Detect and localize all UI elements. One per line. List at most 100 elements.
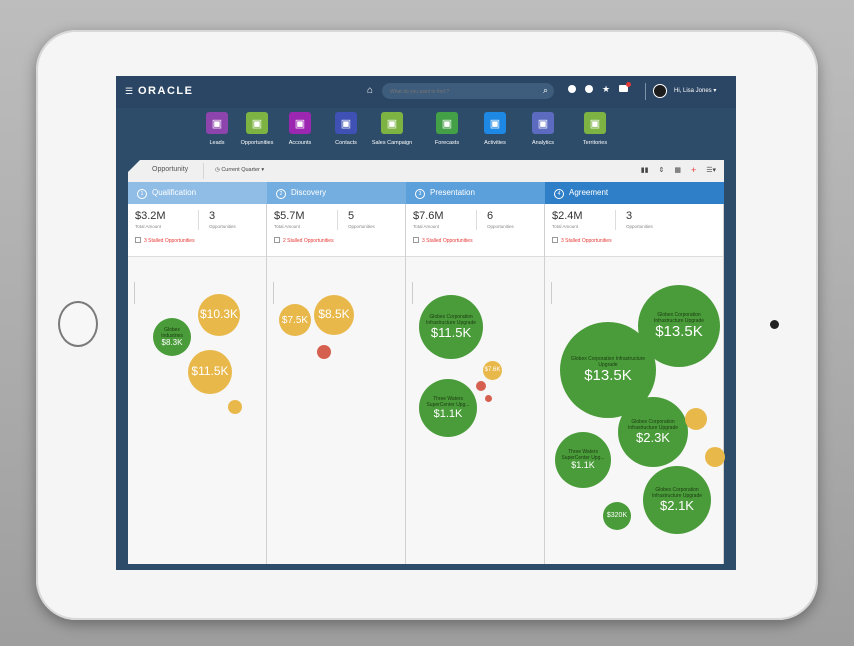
- avatar[interactable]: [653, 84, 667, 98]
- pipeline-board: 1 Qualification $3.2M Total Amount 3 Opportun…: [128, 182, 725, 564]
- opportunity-bubble[interactable]: $11.5K: [188, 350, 232, 394]
- opportunity-bubble[interactable]: [476, 381, 486, 391]
- stage-column-discovery: $5.7M Total Amount 5 Opportunities 2 Stalled…: [267, 204, 406, 564]
- summary-divider: [198, 210, 199, 230]
- opportunity-value: $11.5K: [430, 324, 472, 340]
- opportunities-icon: ▣: [246, 112, 268, 134]
- stalled-opportunities-link[interactable]: 2 Stalled Opportunities: [274, 237, 334, 244]
- opportunity-bubble[interactable]: Globex Corporation Infrastructure Upgrad…: [618, 397, 688, 467]
- chart-view-icon[interactable]: ▮▮: [640, 167, 649, 174]
- nav-label: Accounts: [288, 140, 312, 146]
- nav-label: Activities: [484, 140, 506, 146]
- favorites-star-icon[interactable]: ★: [602, 84, 611, 94]
- nav-item-forecasts[interactable]: ▣ Forecasts: [419, 112, 475, 146]
- search-input[interactable]: [388, 85, 532, 99]
- opportunity-name: Globex Industries: [161, 326, 183, 339]
- notifications-icon[interactable]: [619, 82, 632, 92]
- opportunity-bubble[interactable]: [228, 400, 242, 414]
- nav-item-activities[interactable]: ▣ Activities: [467, 112, 523, 146]
- opportunity-count-label: Opportunities: [487, 224, 514, 229]
- springboard-nav: ▣ Leads ▣ Opportunities ▣ Accounts ▣ Contacts ▣ S…: [116, 108, 736, 165]
- opportunity-name: Globex Corporation Infrastructure Upgrad…: [627, 418, 679, 431]
- stage-column-qualification: $3.2M Total Amount 3 Opportunities 3 Stalled…: [128, 204, 267, 564]
- home-icon[interactable]: ⌂: [367, 85, 374, 96]
- total-amount: $3.2M: [135, 210, 166, 222]
- period-selector[interactable]: ◷ Current Quarter ▾: [215, 167, 265, 173]
- opportunity-bubble[interactable]: [685, 408, 707, 430]
- period-label: Current Quarter: [221, 167, 260, 173]
- stage-number-icon: 2: [276, 189, 286, 199]
- nav-item-analytics[interactable]: ▣ Analytics: [515, 112, 571, 146]
- stalled-opportunities-link[interactable]: 3 Stalled Opportunities: [552, 237, 612, 244]
- opportunity-value: $13.5K: [584, 366, 632, 384]
- opportunity-bubble[interactable]: $320K: [603, 502, 631, 530]
- opportunity-bubble[interactable]: Three Waters SuperCenter Upg... $1.1K: [555, 432, 611, 488]
- stage-summary: $2.4M Total Amount 3 Opportunities 3 Stalled…: [545, 204, 723, 257]
- user-name: Hi, Lisa Jones: [674, 88, 712, 94]
- opportunity-bubble[interactable]: Globex Industries $8.3K: [153, 318, 191, 356]
- opportunity-count: 5: [348, 210, 355, 222]
- nav-item-leads[interactable]: ▣ Leads: [189, 112, 245, 146]
- nav-label: Forecasts: [434, 140, 460, 146]
- total-amount: $7.6M: [413, 210, 444, 222]
- nav-label: Analytics: [531, 140, 554, 146]
- total-amount: $2.4M: [552, 210, 583, 222]
- nav-item-contacts[interactable]: ▣ Contacts: [318, 112, 374, 146]
- search-icon[interactable]: ⌕: [542, 85, 548, 95]
- stalled-opportunities-link[interactable]: 3 Stalled Opportunities: [135, 237, 195, 244]
- column-axis-tick: [273, 282, 274, 304]
- nav-label: Opportunities: [240, 140, 274, 146]
- summary-divider: [615, 210, 616, 230]
- opportunity-bubble[interactable]: Globex Corporation Infrastructure Upgrad…: [643, 466, 711, 534]
- list-menu-icon[interactable]: ☰▾: [706, 167, 716, 174]
- opportunity-bubble[interactable]: Globex Corporation Infrastructure Upgrad…: [419, 295, 483, 359]
- sort-icon[interactable]: ⇕: [658, 167, 665, 174]
- tablet-home-button[interactable]: [58, 301, 98, 347]
- stage-header-qualification[interactable]: 1 Qualification: [128, 182, 273, 204]
- recent-items-icon[interactable]: [568, 85, 576, 93]
- total-amount-label: Total Amount: [552, 224, 579, 229]
- opportunity-bubble[interactable]: $10.3K: [198, 294, 240, 336]
- opportunity-count: 3: [626, 210, 633, 222]
- analytics-icon: ▣: [532, 112, 554, 134]
- activities-icon: ▣: [484, 112, 506, 134]
- opportunity-value: $13.5K: [655, 322, 703, 340]
- search-box[interactable]: ⌕: [382, 83, 554, 99]
- opportunity-bubble[interactable]: [705, 447, 725, 467]
- stage-column-presentation: $7.6M Total Amount 6 Opportunities 3 Stalled…: [406, 204, 545, 564]
- opportunity-bubble[interactable]: [317, 345, 331, 359]
- opportunity-bubble[interactable]: Three Waters SuperCenter Upg... $1.1K: [419, 379, 477, 437]
- toolbar-divider: [203, 163, 204, 179]
- total-amount-label: Total Amount: [274, 224, 301, 229]
- watchlist-icon[interactable]: [585, 85, 593, 93]
- total-amount-label: Total Amount: [135, 224, 162, 229]
- opportunity-value: $7.5K: [281, 314, 309, 326]
- opportunity-name: Three Waters SuperCenter Upg...: [561, 449, 605, 462]
- opportunity-value: $7.6K: [484, 367, 501, 374]
- stage-name: Discovery: [291, 188, 327, 197]
- nav-item-accounts[interactable]: ▣ Accounts: [272, 112, 328, 146]
- hamburger-menu-icon[interactable]: ☰: [125, 86, 134, 96]
- stage-header-agreement[interactable]: 4 Agreement: [545, 182, 724, 204]
- stalled-opportunities-link[interactable]: 3 Stalled Opportunities: [413, 237, 473, 244]
- stage-header-discovery[interactable]: 2 Discovery: [267, 182, 412, 204]
- opportunity-bubble[interactable]: $8.5K: [314, 295, 354, 335]
- stage-summary: $5.7M Total Amount 5 Opportunities 2 Stalled…: [267, 204, 405, 257]
- grid-view-icon[interactable]: ▦: [674, 167, 681, 174]
- opportunity-bubble[interactable]: $7.5K: [279, 304, 311, 336]
- nav-item-territories[interactable]: ▣ Territories: [567, 112, 623, 146]
- nav-item-sales-campaign[interactable]: ▣ Sales Campaign: [364, 112, 420, 146]
- page-title: Opportunity: [152, 166, 189, 173]
- stage-header-presentation[interactable]: 3 Presentation: [406, 182, 551, 204]
- opportunity-bubble[interactable]: $7.6K: [483, 361, 502, 380]
- territories-icon: ▣: [584, 112, 606, 134]
- opportunity-bubble[interactable]: [485, 395, 492, 402]
- add-opportunity-icon[interactable]: +: [690, 165, 697, 175]
- opportunity-value: $8.3K: [161, 337, 183, 347]
- column-axis-tick: [412, 282, 413, 304]
- header-divider: [645, 83, 646, 100]
- user-menu[interactable]: Hi, Lisa Jones ▾: [674, 88, 717, 94]
- stage-number-icon: 1: [137, 189, 147, 199]
- header-icons: ★: [568, 82, 632, 94]
- total-amount-label: Total Amount: [413, 224, 440, 229]
